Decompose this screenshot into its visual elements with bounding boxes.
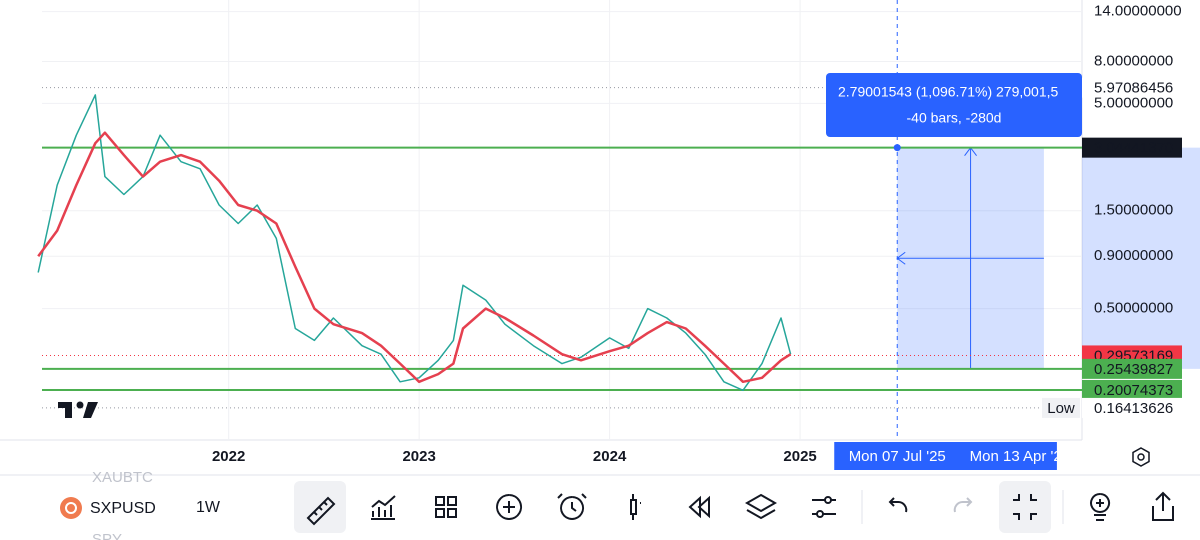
y-tick-label: 5.00000000 — [1094, 94, 1173, 111]
price-badge-label: 0.20074373 — [1094, 382, 1173, 399]
y-tick-label: 14.00000000 — [1094, 3, 1182, 20]
y-tick-label: 0.90000000 — [1094, 247, 1173, 264]
layouts-button[interactable] — [435, 496, 457, 518]
price-badge-label: 3.04441370 — [1094, 140, 1173, 157]
low-badge-bg — [1042, 397, 1080, 418]
measure-label-bg — [826, 73, 1082, 137]
candle-button[interactable] — [630, 494, 641, 520]
symbol-icon — [60, 497, 82, 519]
price-badge-label: 0.25439827 — [1094, 361, 1173, 378]
chart-settings-button[interactable] — [1132, 447, 1150, 467]
measure-arrow-h — [896, 251, 1044, 265]
price-badge-bg — [1082, 379, 1182, 400]
next-symbol[interactable]: SPY — [92, 531, 122, 540]
x-tick-label: 2023 — [402, 448, 435, 465]
x-tick-label: 2025 — [783, 448, 816, 465]
measure-bars: -40 bars, -280d — [907, 110, 1002, 126]
add-button[interactable] — [496, 494, 523, 520]
interval[interactable]: 1W — [196, 499, 221, 516]
price-badge-label: 5.97086456 — [1094, 80, 1173, 97]
x-tick-label: 2022 — [212, 448, 245, 465]
symbol-icon-inner — [65, 502, 77, 514]
prev-symbol[interactable]: XAUBTC — [92, 469, 153, 486]
measure-axis-highlight — [1082, 147, 1200, 369]
price-badge: 0.16413626 — [1082, 397, 1182, 418]
date-range-bg — [834, 442, 1057, 470]
objects-button[interactable] — [744, 493, 778, 520]
alert-button[interactable] — [557, 493, 587, 520]
fullscreen-button[interactable] — [1013, 494, 1037, 520]
x-tick-label: 2024 — [593, 448, 627, 465]
price-badge-bg — [1082, 137, 1182, 158]
share-button[interactable] — [1152, 491, 1174, 521]
price-badge: 0.25439827 — [1082, 358, 1182, 379]
price-badge-label: 0.16413626 — [1094, 400, 1173, 417]
indicators-button[interactable] — [371, 495, 396, 520]
y-tick-label: 8.00000000 — [1094, 53, 1173, 70]
ideas-button[interactable] — [1090, 493, 1111, 521]
price-badge: 5.97086456 — [1082, 77, 1182, 98]
price-badge-bg — [1082, 358, 1182, 379]
measure-start-dot — [893, 144, 901, 152]
symbol[interactable]: SXPUSD — [90, 500, 156, 517]
undo-button[interactable] — [888, 497, 908, 513]
price-badge: 0.20074373 — [1082, 379, 1182, 400]
redo-button[interactable] — [953, 497, 973, 513]
price-badge-bg — [1082, 77, 1182, 98]
tv-logo — [58, 401, 98, 418]
y-tick-label: 0.50000000 — [1094, 300, 1173, 317]
toolbar-icons — [294, 447, 1174, 533]
measure-change: 2.79001543 (1,096.71%) 279,001,5 — [838, 84, 1059, 100]
price-badge: 3.04441370 — [1082, 137, 1182, 158]
price-badge-bg — [1082, 397, 1182, 418]
ruler-button[interactable] — [306, 496, 336, 526]
replay-button[interactable] — [688, 495, 710, 519]
y-tick-label: 1.50000000 — [1094, 202, 1173, 219]
date-start: Mon 07 Jul '25 — [849, 448, 946, 465]
low-label: Low — [1047, 400, 1075, 417]
date-end: Mon 13 Apr '26 — [970, 448, 1070, 465]
moving-average — [37, 131, 792, 384]
